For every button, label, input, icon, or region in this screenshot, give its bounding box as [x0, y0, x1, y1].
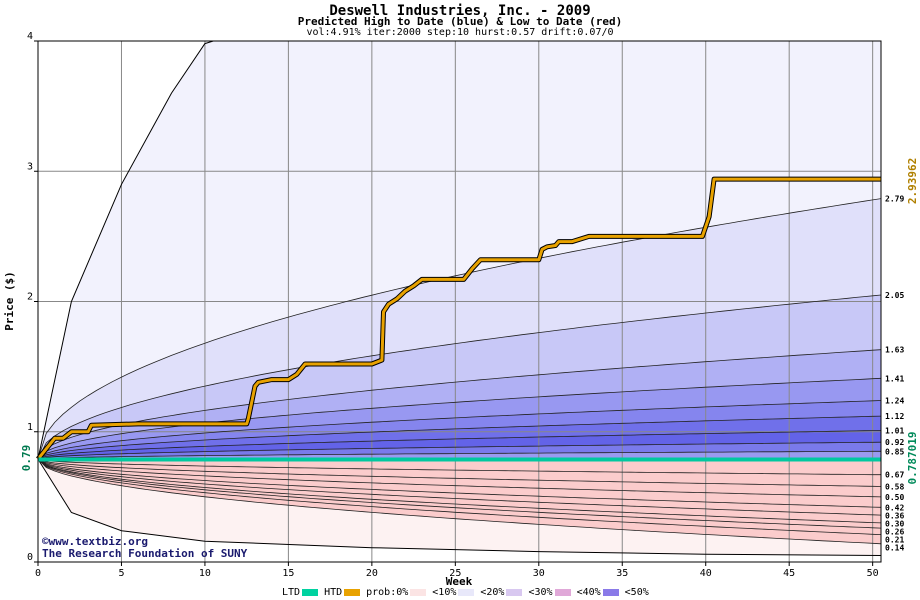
- x-tick-label: 20: [366, 568, 378, 579]
- x-tick-label: 15: [282, 568, 294, 579]
- x-tick-label: 10: [199, 568, 211, 579]
- quantile-end-label: 0.42: [885, 503, 904, 512]
- quantile-end-label: 1.01: [885, 426, 904, 435]
- htd-final-value-label: 2.93962: [906, 158, 919, 204]
- legend-swatch-prob0: [410, 589, 427, 596]
- legend-label-40: <40%: [576, 587, 601, 598]
- quantile-line: [37, 198, 882, 460]
- x-tick-label: 45: [783, 568, 795, 579]
- legend-item-prob0: prob:0%: [366, 587, 428, 598]
- quantile-end-label: 0.67: [885, 471, 904, 480]
- quantile-end-label: 1.12: [885, 412, 904, 421]
- quantile-line: [37, 458, 882, 535]
- legend-label-30: <30%: [528, 587, 553, 598]
- quantile-line: [37, 458, 881, 476]
- quantile-end-label: 2.05: [885, 291, 904, 300]
- quantile-end-label: 0.26: [885, 527, 904, 536]
- copyright-icon: ©: [42, 535, 49, 548]
- quantile-line: [37, 430, 882, 460]
- x-tick-label: 35: [616, 568, 628, 579]
- quantile-line: [37, 294, 882, 460]
- band-lower-8: [38, 459, 881, 544]
- quantile-line: [37, 458, 882, 545]
- y-tick-label: 4: [27, 31, 33, 42]
- quantile-end-label: 2.79: [885, 195, 904, 204]
- axis-ticks: 0 5 10 15 20 25 30 35 40 45 50 0 1 2 3 4: [27, 31, 879, 579]
- legend-item-50: <50%: [625, 587, 649, 598]
- quantile-line: [37, 458, 882, 516]
- legend-label-ltd: LTD: [282, 587, 301, 598]
- band-upper-8: [38, 451, 881, 460]
- quantile-end-label: 1.63: [885, 346, 904, 355]
- site-credit: ©www.textbiz.org: [42, 535, 148, 548]
- legend-swatch-40: [602, 589, 619, 596]
- y-axis-label: Price ($): [3, 271, 16, 331]
- quantile-line: [37, 441, 882, 460]
- quantile-line: [37, 450, 881, 460]
- legend-swatch-htd: [344, 589, 361, 596]
- quantile-line: [37, 400, 882, 460]
- x-axis-label: Week: [446, 575, 473, 588]
- y-tick-label: 0: [27, 552, 33, 563]
- ltd-final-value-label: 0.787019: [906, 432, 919, 485]
- quantile-line: [37, 415, 882, 460]
- series-htd-line: [36, 177, 881, 461]
- legend-swatch-30: [554, 589, 571, 596]
- quantile-end-label: 1.24: [885, 397, 904, 406]
- legend-item-ltd: LTD: [282, 587, 320, 598]
- legend-swatch-20: [506, 589, 523, 596]
- x-tick-label: 40: [700, 568, 712, 579]
- legend-item-htd: HTD: [324, 587, 362, 598]
- legend-label-prob0: prob:0%: [366, 587, 409, 598]
- legend-label-10: <10%: [432, 587, 457, 598]
- quantile-line: [37, 458, 882, 524]
- site-credit-text: www.textbiz.org: [48, 535, 148, 548]
- quantile-end-label: 0.85: [885, 447, 904, 456]
- legend-swatch-ltd: [302, 589, 319, 596]
- x-tick-label: 0: [35, 568, 41, 579]
- quantile-line: [37, 458, 882, 498]
- quantile-line: [37, 458, 882, 487]
- x-tick-label: 50: [867, 568, 879, 579]
- org-credit: The Research Foundation of SUNY: [42, 547, 248, 560]
- quantile-end-label: 0.36: [885, 511, 904, 520]
- start-price-label: 0.79: [20, 445, 33, 472]
- legend-item-30: <30%: [528, 587, 572, 598]
- chart-parameters: vol:4.91% iter:2000 step:10 hurst:0.57 d…: [306, 27, 614, 38]
- y-tick-label: 1: [27, 422, 33, 433]
- chart-subtitle: Predicted High to Date (blue) & Low to D…: [297, 15, 623, 28]
- x-tick-label: 30: [533, 568, 545, 579]
- legend-swatch-10: [458, 589, 475, 596]
- quantile-end-label: 1.41: [885, 374, 904, 383]
- legend-label-htd: HTD: [324, 587, 343, 598]
- quantile-end-label: 0.21: [885, 535, 904, 544]
- legend-label-20: <20%: [480, 587, 505, 598]
- chart-title: Deswell Industries, Inc. - 2009: [329, 3, 591, 19]
- y-tick-label: 3: [27, 161, 33, 172]
- outer-low-line: [37, 458, 882, 556]
- quantile-end-label: 0.30: [885, 519, 904, 528]
- y-tick-label: 2: [27, 292, 33, 303]
- quantile-line: [37, 349, 882, 460]
- quantile-end-label: 0.50: [885, 493, 904, 502]
- legend-item-20: <20%: [480, 587, 524, 598]
- legend-item-40: <40%: [577, 587, 621, 598]
- quantile-end-label: 0.92: [885, 438, 904, 447]
- quantile-line: [37, 458, 882, 508]
- x-tick-label: 5: [118, 568, 124, 579]
- legend-label-50: <50%: [624, 587, 649, 598]
- quantile-end-label: 0.58: [885, 483, 904, 492]
- chart-legend: LTD HTD prob:0% <10% <20% <30% <40% <50%: [282, 587, 653, 598]
- quantile-end-label: 0.14: [885, 543, 904, 552]
- quantile-line: [37, 458, 882, 529]
- x-tick-label: 25: [449, 568, 461, 579]
- legend-item-10: <10%: [432, 587, 476, 598]
- series-lines: [36, 40, 882, 556]
- quantile-labels: 2.79 2.05 1.63 1.41 1.24 1.12 1.01 0.920.85 0.67…: [885, 195, 904, 553]
